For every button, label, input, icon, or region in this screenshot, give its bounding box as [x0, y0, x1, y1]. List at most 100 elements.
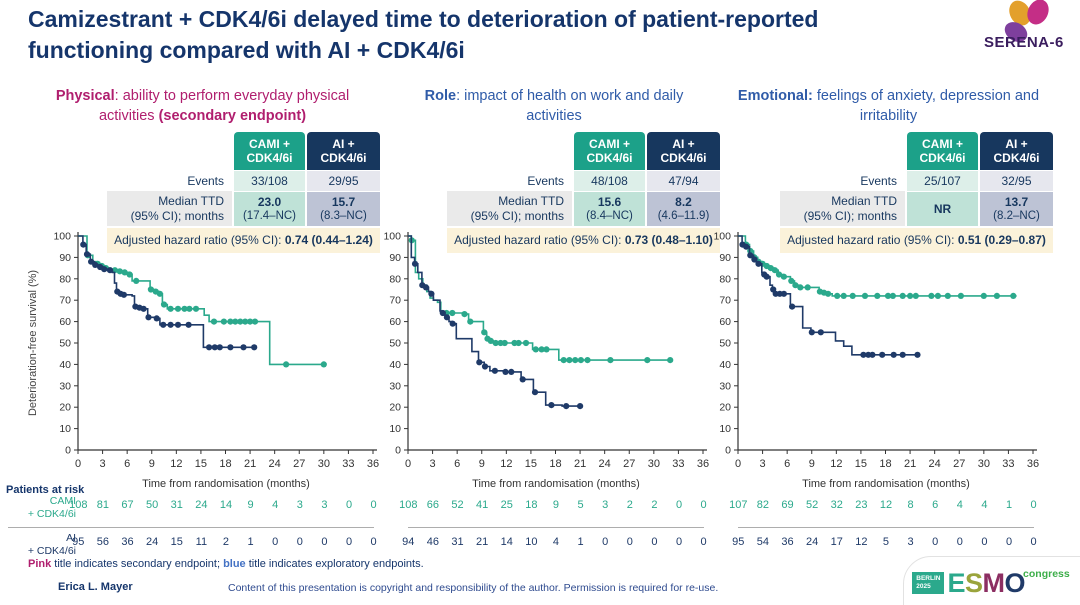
svg-text:40: 40 — [719, 359, 731, 371]
svg-text:10: 10 — [389, 423, 401, 435]
hazard-ratio-row: Adjusted hazard ratio (95% CI): 0.73 (0.… — [447, 228, 720, 253]
risk-count: 67 — [121, 499, 134, 511]
copyright-disclaimer: Content of this presentation is copyrigh… — [228, 582, 719, 594]
risk-count: 0 — [602, 536, 609, 548]
median-ai-cell: 15.7 (8.3–NC) — [307, 192, 380, 227]
svg-text:3: 3 — [760, 458, 766, 470]
svg-text:90: 90 — [389, 252, 401, 264]
svg-text:40: 40 — [59, 359, 71, 371]
risk-count: 2 — [651, 499, 658, 511]
median-value: 15.6 — [597, 195, 622, 210]
risk-count: 1 — [577, 536, 584, 548]
risk-count: 36 — [781, 536, 794, 548]
risk-count: 69 — [781, 499, 794, 511]
median-ai-cell: 8.2 (4.6–11.9) — [647, 192, 720, 227]
risk-count: 10 — [525, 536, 538, 548]
risk-count: 0 — [296, 536, 303, 548]
footnote-mid: title indicates secondary endpoint; — [51, 558, 224, 570]
svg-text:27: 27 — [953, 458, 965, 470]
svg-text:21: 21 — [574, 458, 586, 470]
risk-count: 4 — [552, 536, 560, 548]
svg-text:100: 100 — [53, 231, 71, 243]
svg-text:27: 27 — [293, 458, 305, 470]
panel-title-emotional: Emotional: feelings of anxiety, depressi… — [726, 86, 1051, 126]
svg-text:Deterioration-free survival (%: Deterioration-free survival (%) — [27, 270, 39, 416]
serena-petal-gold-icon — [1009, 0, 1031, 26]
svg-text:21: 21 — [244, 458, 256, 470]
svg-text:90: 90 — [719, 252, 731, 264]
panel-title-rest: feelings of anxiety, depression and irri… — [812, 88, 1040, 124]
svg-text:9: 9 — [149, 458, 155, 470]
median-value: 13.7 — [1004, 195, 1029, 210]
median-ci: (8.2–NC) — [993, 209, 1040, 222]
serena-6-logo: SERENA-6 — [984, 0, 1063, 51]
serena-petal-magenta-icon — [1027, 0, 1049, 25]
median-cami-cell: 23.0 (17.4–NC) — [234, 192, 305, 227]
risk-count: 9 — [247, 499, 254, 511]
esmo-berlin-badge: BERLIN 2025 — [912, 571, 945, 595]
x-axis-label: Time from randomisation (months) — [142, 478, 310, 490]
esmo-congress-word: congress — [1023, 568, 1070, 580]
svg-text:30: 30 — [978, 458, 990, 470]
risk-count: 50 — [146, 499, 159, 511]
svg-text:50: 50 — [59, 338, 71, 350]
risk-count: 0 — [1005, 536, 1013, 548]
svg-text:18: 18 — [549, 458, 561, 470]
panel-title-bold: Physical — [55, 88, 115, 104]
svg-text:6: 6 — [784, 458, 790, 470]
risk-row-label-ai: AI + CDK4/6i — [27, 532, 76, 558]
svg-text:0: 0 — [735, 458, 741, 470]
hazard-ratio-value: 0.74 (0.44–1.24) — [284, 233, 373, 248]
risk-count: 41 — [476, 499, 489, 511]
risk-count: 0 — [700, 499, 707, 511]
col-header-cami: CAMI + CDK4/6i — [234, 132, 305, 170]
risk-count: 31 — [170, 499, 183, 511]
x-axis-label: Time from randomisation (months) — [802, 478, 970, 490]
risk-count: 52 — [806, 499, 819, 511]
svg-text:70: 70 — [389, 295, 401, 307]
risk-count: 0 — [1030, 536, 1037, 548]
risk-count: 0 — [345, 499, 353, 511]
svg-text:6: 6 — [454, 458, 460, 470]
events-ai-value: 29/95 — [307, 170, 380, 192]
svg-text:0: 0 — [405, 458, 411, 470]
median-row-label: Median TTD (95% CI); months — [107, 191, 232, 227]
svg-text:30: 30 — [719, 380, 731, 392]
hazard-ratio-label: Adjusted hazard ratio (95% CI): — [114, 233, 285, 248]
svg-text:20: 20 — [59, 402, 71, 414]
risk-count: 3 — [296, 499, 303, 511]
svg-text:21: 21 — [904, 458, 916, 470]
risk-count: 95 — [72, 536, 85, 548]
col-header-ai: AI + CDK4/6i — [647, 132, 720, 170]
table-spacer — [447, 132, 574, 171]
risk-count: 94 — [402, 536, 415, 548]
svg-text:33: 33 — [342, 458, 354, 470]
svg-text:6: 6 — [124, 458, 130, 470]
risk-row-physical-cami: 108 81 67 50 31 24 14 9 4 3 3 0 0 — [66, 499, 386, 511]
median-ci: (4.6–11.9) — [657, 209, 710, 222]
risk-row-role-cami: 108 66 52 41 25 18 9 5 3 2 2 0 0 — [396, 499, 716, 511]
panel-title-bold: Role — [424, 88, 457, 104]
svg-text:90: 90 — [59, 252, 71, 264]
risk-count: 24 — [806, 536, 819, 548]
hazard-ratio-row: Adjusted hazard ratio (95% CI): 0.74 (0.… — [107, 228, 380, 253]
hazard-ratio-value: 0.51 (0.29–0.87) — [957, 233, 1046, 248]
risk-count: 0 — [370, 536, 377, 548]
summary-table-role: CAMI + CDK4/6i AI + CDK4/6i Events 48/10… — [447, 132, 720, 253]
svg-text:24: 24 — [599, 458, 611, 470]
risk-count: 52 — [451, 499, 464, 511]
risk-count: 3 — [602, 499, 609, 511]
median-ci: (17.4–NC) — [242, 209, 297, 222]
svg-text:80: 80 — [59, 273, 71, 285]
risk-count: 14 — [500, 536, 513, 548]
table-spacer — [107, 132, 234, 171]
svg-text:12: 12 — [500, 458, 512, 470]
page-title: Camizestrant + CDK4/6i delayed time to d… — [28, 6, 819, 63]
svg-text:60: 60 — [719, 316, 731, 328]
median-ci: (8.4–NC) — [586, 209, 633, 222]
median-value: 23.0 — [257, 195, 282, 210]
risk-count: 1 — [247, 536, 254, 548]
